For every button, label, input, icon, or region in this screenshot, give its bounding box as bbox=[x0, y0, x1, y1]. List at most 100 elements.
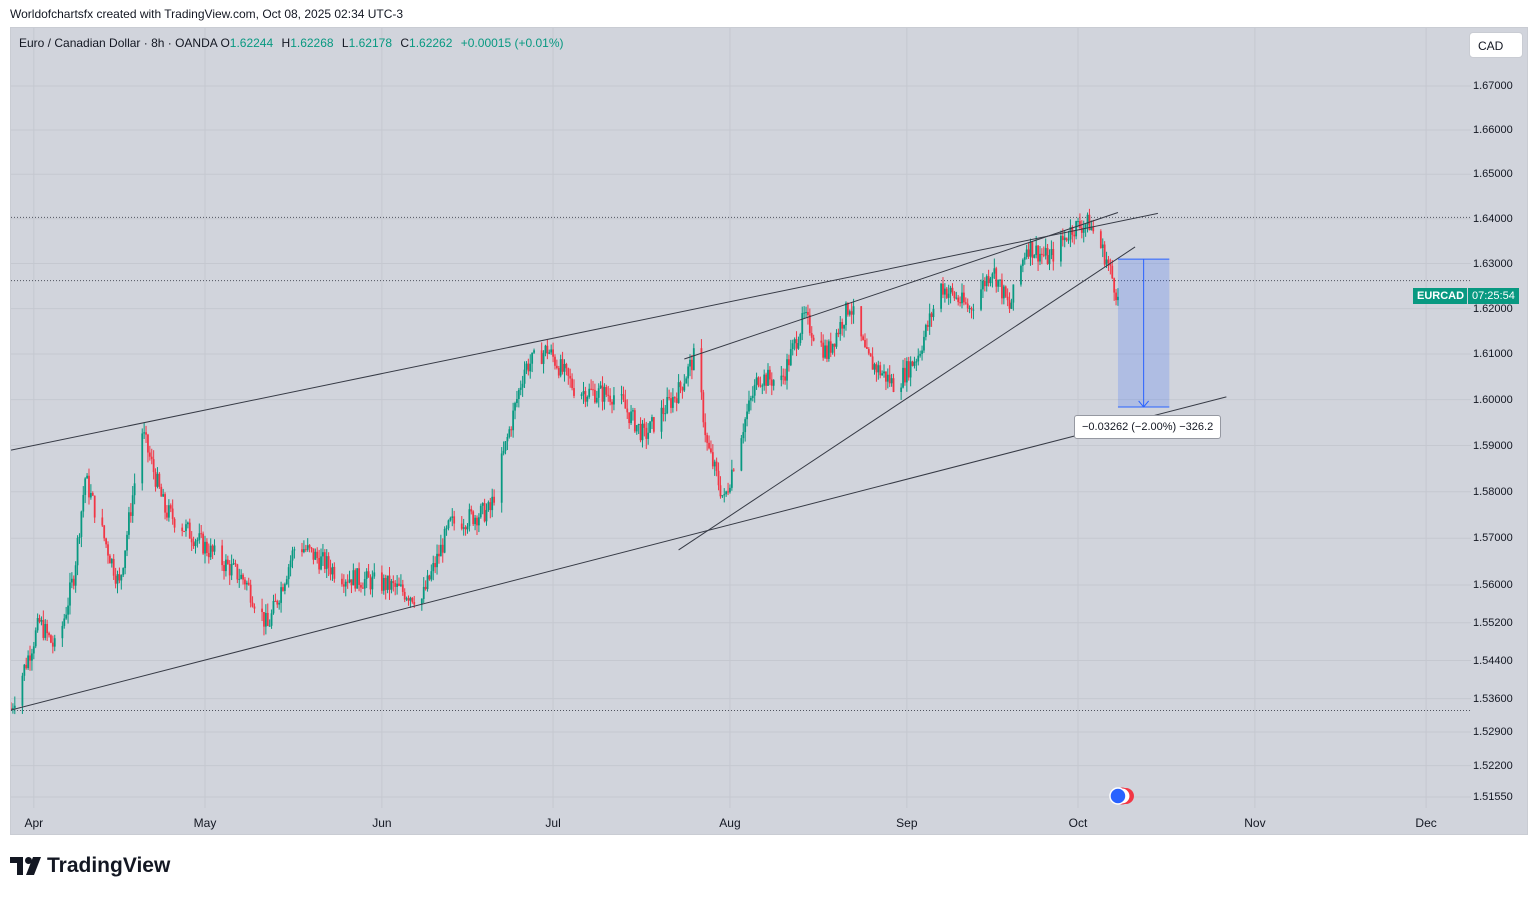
candle-body bbox=[512, 410, 515, 431]
candle-body bbox=[1033, 255, 1036, 258]
candle-body bbox=[363, 579, 366, 589]
currency-button[interactable]: CAD bbox=[1469, 32, 1523, 58]
candle-body bbox=[926, 325, 929, 327]
candle-body bbox=[424, 586, 427, 590]
candle-body bbox=[112, 558, 115, 576]
bar-countdown-tag: 07:25:54 bbox=[1467, 288, 1519, 304]
candle-body bbox=[660, 407, 663, 432]
time-axis[interactable]: Apr May Jun Jul Aug Sep Oct Nov Dec bbox=[11, 808, 1471, 836]
candle-body bbox=[166, 512, 168, 518]
candle-body bbox=[479, 505, 482, 518]
candle-body bbox=[481, 503, 484, 506]
candle-body bbox=[993, 268, 996, 274]
candle-body bbox=[474, 517, 476, 525]
candle-body bbox=[563, 364, 566, 372]
candle-body bbox=[1061, 235, 1064, 241]
candle-body bbox=[21, 675, 24, 706]
candle-body bbox=[727, 491, 729, 493]
candle-body bbox=[360, 584, 362, 588]
candle-body bbox=[118, 574, 121, 581]
price-tick-label: 1.59000 bbox=[1473, 439, 1513, 452]
candle-body bbox=[303, 549, 305, 553]
candle-body bbox=[590, 388, 593, 390]
candle-body bbox=[477, 517, 480, 526]
candle-body bbox=[12, 707, 14, 709]
candle-body bbox=[76, 537, 79, 566]
chart-panel[interactable]: Euro / Canadian Dollar · 8h · OANDA O1.6… bbox=[10, 27, 1528, 835]
candle-body bbox=[691, 359, 693, 371]
candle-body bbox=[158, 473, 161, 487]
candle-body bbox=[453, 516, 456, 524]
candle-body bbox=[1020, 265, 1022, 285]
candle-body bbox=[704, 422, 707, 436]
candle-body bbox=[592, 389, 594, 391]
candle-body bbox=[1111, 265, 1114, 279]
candle-body bbox=[1092, 226, 1095, 232]
candle-body bbox=[74, 565, 77, 586]
candle-body bbox=[462, 527, 465, 529]
candle-body bbox=[342, 584, 345, 587]
candle-body bbox=[221, 545, 224, 566]
candle-body bbox=[620, 394, 623, 396]
candle-body bbox=[557, 368, 560, 376]
candle-body bbox=[225, 559, 227, 572]
candle-body bbox=[757, 377, 760, 386]
candle-body bbox=[702, 392, 705, 423]
candle-body bbox=[70, 578, 73, 583]
candle-body bbox=[169, 505, 172, 509]
candle-body bbox=[681, 387, 684, 391]
measure-arrow-head bbox=[1138, 400, 1150, 408]
candle-body bbox=[594, 389, 596, 403]
candle-body bbox=[517, 389, 520, 400]
candle-body bbox=[749, 398, 752, 401]
candle-body bbox=[1060, 235, 1062, 262]
candle-body bbox=[544, 345, 547, 354]
candle-body bbox=[236, 564, 239, 580]
candle-body bbox=[500, 453, 503, 503]
candle-body bbox=[624, 399, 627, 409]
price-chart[interactable] bbox=[11, 28, 1471, 808]
candle-body bbox=[464, 527, 467, 530]
price-tick-label: 1.55200 bbox=[1473, 616, 1513, 629]
price-tick-label: 1.53600 bbox=[1473, 692, 1513, 705]
candle-body bbox=[244, 579, 246, 585]
candle-body bbox=[588, 388, 591, 397]
candle-body bbox=[989, 278, 992, 284]
tradingview-brand[interactable]: TradingView bbox=[10, 854, 170, 878]
candle-body bbox=[249, 584, 252, 603]
candle-body bbox=[352, 570, 355, 586]
price-tick-label: 1.66000 bbox=[1473, 123, 1513, 136]
candle-body bbox=[101, 517, 104, 526]
candle-body bbox=[394, 583, 397, 587]
candle-body bbox=[852, 306, 855, 315]
candle-body bbox=[483, 503, 486, 522]
candle-body bbox=[188, 522, 191, 539]
candle-body bbox=[369, 577, 372, 590]
candle-body bbox=[904, 367, 906, 383]
symbol-description[interactable]: Euro / Canadian Dollar · 8h · OANDA bbox=[19, 36, 218, 50]
candle-body bbox=[86, 475, 88, 479]
candle-body bbox=[942, 283, 944, 295]
candle-body bbox=[116, 574, 119, 584]
candle-body bbox=[963, 292, 965, 303]
candle-body bbox=[150, 456, 153, 460]
candle-body bbox=[803, 312, 806, 314]
candle-body bbox=[1004, 286, 1007, 297]
candle-body bbox=[607, 394, 610, 396]
candle-body bbox=[451, 516, 454, 518]
price-axis[interactable]: 1.67000 1.66000 1.65000 1.64000 1.63000 1.620… bbox=[1471, 28, 1529, 808]
candle-body bbox=[232, 563, 235, 565]
candle-body bbox=[318, 557, 321, 570]
candle-body bbox=[1021, 259, 1024, 266]
plot-area[interactable]: Euro / Canadian Dollar · 8h · OANDA O1.6… bbox=[11, 28, 1471, 808]
price-tick-label: 1.58000 bbox=[1473, 485, 1513, 498]
candle-body bbox=[1067, 239, 1070, 241]
candle-body bbox=[820, 340, 823, 343]
candle-body bbox=[595, 397, 598, 403]
candle-body bbox=[287, 567, 290, 580]
price-tick-label: 1.51550 bbox=[1473, 791, 1513, 803]
candle-body bbox=[468, 509, 471, 527]
candle-body bbox=[744, 419, 747, 433]
price-tick-label: 1.65000 bbox=[1473, 168, 1513, 181]
chart-caption: Worldofchartsfx created with TradingView… bbox=[10, 7, 404, 21]
